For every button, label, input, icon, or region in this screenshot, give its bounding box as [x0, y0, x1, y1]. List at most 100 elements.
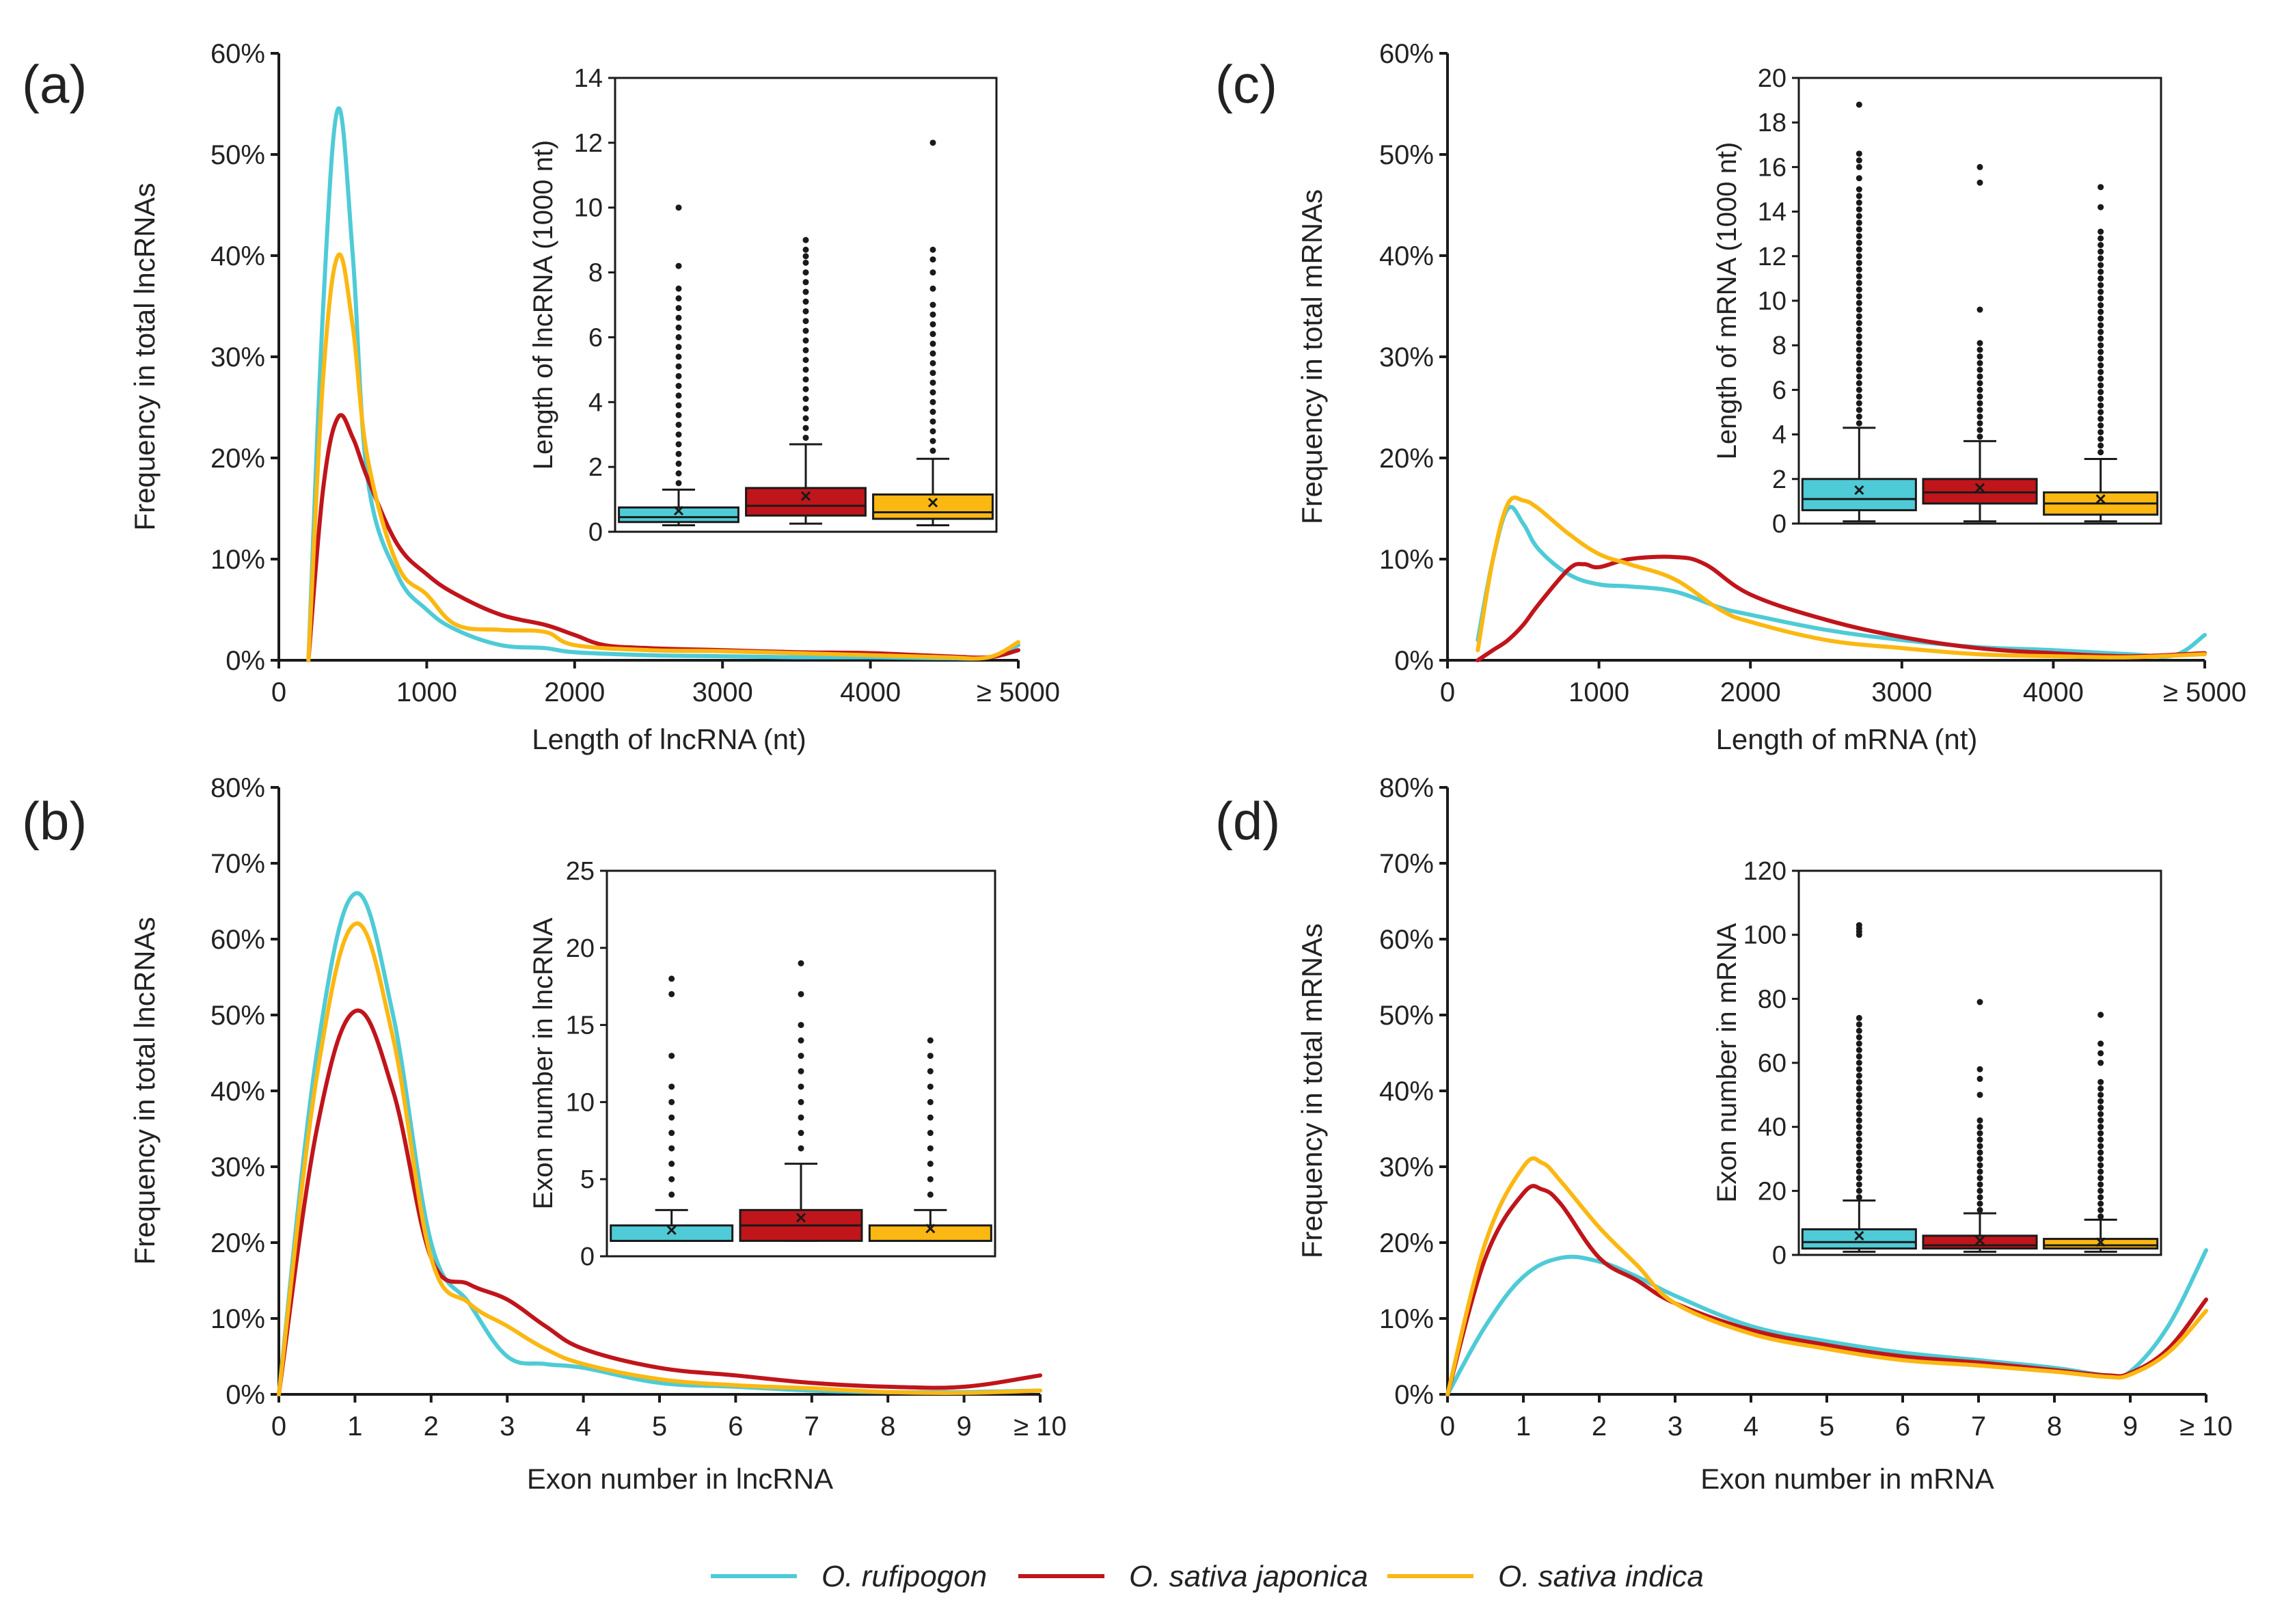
box-outlier: [2097, 1156, 2104, 1162]
box-outlier: [1856, 373, 1862, 380]
box-outlier: [798, 1037, 804, 1044]
box-body: [745, 487, 867, 517]
box-outlier: [802, 288, 809, 295]
box-outlier: [1856, 326, 1862, 333]
box-outlier: [2097, 1168, 2104, 1175]
inset-y-tick-label: 100: [1743, 921, 1786, 950]
box-outlier: [2097, 1187, 2104, 1194]
y-tick-label: 10%: [210, 545, 265, 575]
inset-y-tick-label: 40: [1758, 1113, 1786, 1142]
box-body: [2043, 1238, 2159, 1250]
inset-y-tick-label: 15: [566, 1012, 595, 1040]
box-outlier: [1856, 313, 1862, 320]
inset-y-tick-label: 2: [1772, 465, 1786, 494]
box-outlier: [802, 434, 809, 441]
box-outlier: [2097, 389, 2104, 396]
inset-y-tick-label: 0: [1772, 1241, 1786, 1270]
box-outlier: [2097, 282, 2104, 288]
box-outlier: [1856, 320, 1862, 327]
box-body: [618, 506, 739, 524]
box-outlier: [802, 396, 809, 403]
inset-y-tick-label: 2: [588, 453, 603, 482]
box-outlier: [1856, 186, 1862, 193]
box-outlier: [1856, 1072, 1862, 1079]
box-outlier: [929, 301, 936, 308]
box-outlier: [1856, 1117, 1862, 1124]
box-outlier: [798, 1130, 804, 1137]
box-outlier: [2097, 1111, 2104, 1118]
box-outlier: [2097, 1079, 2104, 1085]
x-tick-label: 9: [2123, 1411, 2138, 1442]
box-outlier: [668, 1161, 675, 1167]
inset-boxplot-a: 0 2 4 6 8 10 12 14 Length of lncRNA (1000 nt): [528, 64, 998, 547]
x-tick-label: 1000: [1568, 677, 1629, 707]
box-outlier: [1976, 340, 1983, 347]
box-mean-marker: [1854, 485, 1864, 496]
box-outlier: [1856, 1168, 1862, 1175]
box-outlier: [1976, 1175, 1983, 1182]
box-outlier: [1976, 1124, 1983, 1131]
box-outlier: [2097, 1200, 2104, 1207]
box-outlier: [675, 344, 682, 351]
box-outlier: [1856, 1027, 1862, 1034]
box-mean-marker: [927, 498, 938, 508]
box-outlier: [675, 363, 682, 370]
box-mean-marker: [2095, 494, 2106, 504]
box-outlier: [2097, 1105, 2104, 1111]
box-outlier: [1856, 253, 1862, 260]
x-tick-label: 4: [1743, 1411, 1758, 1442]
y-tick-label: 0%: [1394, 646, 1434, 676]
box-outlier: [2097, 362, 2104, 369]
box-outlier: [1856, 400, 1862, 407]
box-outlier: [2097, 422, 2104, 429]
box-outlier: [2097, 1213, 2104, 1220]
y-tick-label: 80%: [1379, 773, 1434, 803]
box-outlier: [927, 1068, 934, 1074]
inset-y-tick-label: 25: [566, 857, 595, 886]
box-outlier: [1976, 1162, 1983, 1169]
box-outlier: [1856, 101, 1862, 108]
inset-y-tick-label: 6: [588, 323, 603, 352]
box-outlier: [2097, 429, 2104, 435]
box-outlier: [1976, 1194, 1983, 1201]
box-outlier: [1856, 366, 1862, 373]
y-tick-label: 60%: [1379, 925, 1434, 955]
box-outlier: [802, 424, 809, 431]
box-mean-marker: [1974, 483, 1985, 493]
box-outlier: [1856, 1156, 1862, 1162]
box-outlier: [1976, 400, 1983, 407]
box-outlier: [929, 398, 936, 405]
x-tick-label: 0: [1440, 1411, 1455, 1442]
box-outlier: [798, 990, 804, 997]
inset-y-tick-label: 20: [566, 934, 595, 963]
legend-label-indica: O. sativa indica: [1498, 1560, 1704, 1593]
y-tick-label: 20%: [210, 1228, 265, 1258]
legend-label-rufipogon: O. rufipogon: [821, 1560, 987, 1593]
box-outlier: [1976, 414, 1983, 420]
box-outlier: [927, 1053, 934, 1059]
box-rufipogon: [1801, 101, 1917, 523]
box-outlier: [1856, 1181, 1862, 1188]
box-rufipogon: [1801, 922, 1917, 1253]
box-outlier: [2097, 1059, 2104, 1066]
box-outlier: [1976, 1200, 1983, 1207]
box-outlier: [1856, 353, 1862, 360]
box-outlier: [1976, 407, 1983, 414]
box-outlier: [2097, 375, 2104, 382]
box-outlier: [1856, 1066, 1862, 1072]
box-outlier: [1976, 353, 1983, 360]
box-outlier: [929, 447, 936, 454]
box-outlier: [2097, 1117, 2104, 1124]
box-outlier: [1856, 232, 1862, 239]
box-body: [1801, 478, 1917, 511]
box-outlier: [798, 1083, 804, 1090]
x-tick-label: 6: [728, 1411, 743, 1442]
inset-y-tick-label: 120: [1743, 857, 1786, 886]
box-outlier: [2097, 449, 2104, 456]
y-tick-label: 60%: [210, 925, 265, 955]
box-outlier: [1976, 373, 1983, 380]
box-outlier: [802, 337, 809, 344]
box-outlier: [1856, 1149, 1862, 1156]
y-tick-label: 40%: [1379, 241, 1434, 271]
x-tick-label: 7: [804, 1411, 819, 1442]
